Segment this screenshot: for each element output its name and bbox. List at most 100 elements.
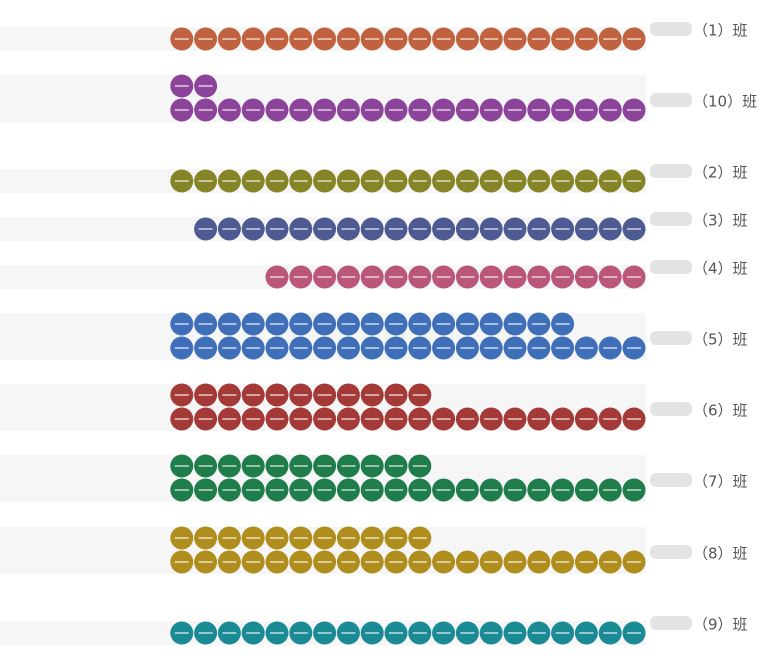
dot-inner-mark	[174, 632, 189, 634]
dot-inner-mark	[174, 180, 189, 182]
dot-inner-mark	[555, 632, 570, 634]
dot-inner-mark	[222, 537, 237, 539]
dot-inner-mark	[436, 323, 451, 325]
redacted-name	[650, 545, 692, 559]
dot-inner-mark	[531, 180, 546, 182]
dot-inner-mark	[174, 537, 189, 539]
dot-inner-mark	[246, 537, 261, 539]
dot-inner-mark	[317, 394, 332, 396]
dot-inner-mark	[222, 347, 237, 349]
dot-inner-mark	[627, 418, 641, 420]
dot-inner-mark	[412, 276, 427, 278]
dot-inner-mark	[436, 228, 451, 230]
dot-inner-mark	[270, 561, 284, 563]
dot-inner-mark	[222, 489, 237, 491]
dot-inner-mark	[555, 418, 570, 420]
dot-inner-mark	[222, 323, 237, 325]
dot-inner-mark	[293, 276, 308, 278]
dot-inner-mark	[198, 109, 213, 111]
dot-inner-mark	[555, 38, 570, 40]
dot-inner-mark	[341, 418, 356, 420]
dot-inner-mark	[579, 38, 594, 40]
dot-inner-mark	[317, 228, 332, 230]
dot-inner-mark	[174, 323, 189, 325]
dot-inner-mark	[389, 489, 403, 491]
dot-inner-mark	[222, 394, 237, 396]
dot-inner-mark	[555, 109, 570, 111]
dot-inner-mark	[460, 632, 475, 634]
dot-inner-mark	[198, 228, 213, 230]
dot-inner-mark	[603, 276, 618, 278]
dot-inner-mark	[365, 38, 380, 40]
dot-inner-mark	[555, 228, 570, 230]
dot-inner-mark	[198, 85, 213, 87]
dot-inner-mark	[627, 489, 641, 491]
dot-inner-mark	[174, 394, 189, 396]
dot-inner-mark	[389, 394, 403, 396]
dot-inner-mark	[436, 418, 451, 420]
dot-inner-mark	[484, 109, 499, 111]
dot-inner-mark	[579, 276, 594, 278]
dot-inner-mark	[365, 489, 380, 491]
row-label: （4）班	[693, 260, 748, 278]
dot-inner-mark	[412, 38, 427, 40]
dot-inner-mark	[389, 38, 403, 40]
dot-inner-mark	[174, 347, 189, 349]
dot-inner-mark	[412, 632, 427, 634]
dot-inner-mark	[365, 537, 380, 539]
dot-inner-mark	[317, 489, 332, 491]
dot-inner-mark	[317, 276, 332, 278]
dot-inner-mark	[555, 561, 570, 563]
dot-inner-mark	[627, 228, 641, 230]
dot-inner-mark	[412, 489, 427, 491]
dot-inner-mark	[365, 465, 380, 467]
dot-inner-mark	[555, 323, 570, 325]
dot-inner-mark	[627, 109, 641, 111]
dot-inner-mark	[270, 418, 284, 420]
dot-inner-mark	[412, 537, 427, 539]
dot-inner-mark	[341, 228, 356, 230]
dot-inner-mark	[365, 394, 380, 396]
dot-inner-mark	[460, 418, 475, 420]
dot-inner-mark	[317, 347, 332, 349]
dot-inner-mark	[436, 561, 451, 563]
dot-inner-mark	[293, 561, 308, 563]
row-label: （10）班	[693, 93, 757, 111]
dot-inner-mark	[293, 489, 308, 491]
dot-inner-mark	[246, 228, 261, 230]
dot-inner-mark	[270, 228, 284, 230]
dot-inner-mark	[484, 489, 499, 491]
dot-inner-mark	[389, 418, 403, 420]
dot-inner-mark	[293, 228, 308, 230]
dot-inner-mark	[198, 537, 213, 539]
dot-inner-mark	[198, 418, 213, 420]
dot-inner-mark	[174, 85, 189, 87]
dot-inner-mark	[246, 347, 261, 349]
dot-inner-mark	[508, 632, 522, 634]
redacted-name	[650, 616, 692, 630]
dot-inner-mark	[270, 38, 284, 40]
dot-inner-mark	[341, 323, 356, 325]
dot-inner-mark	[484, 632, 499, 634]
dot-inner-mark	[603, 489, 618, 491]
dot-inner-mark	[460, 109, 475, 111]
dot-inner-mark	[222, 561, 237, 563]
row-label: （3）班	[693, 212, 748, 230]
dot-inner-mark	[389, 276, 403, 278]
dot-inner-mark	[508, 109, 522, 111]
row-label: （1）班	[693, 22, 748, 40]
dot-inner-mark	[603, 228, 618, 230]
dot-inner-mark	[627, 632, 641, 634]
dot-inner-mark	[484, 323, 499, 325]
dot-inner-mark	[531, 228, 546, 230]
dot-inner-mark	[270, 394, 284, 396]
dot-inner-mark	[317, 323, 332, 325]
dot-inner-mark	[174, 489, 189, 491]
dot-inner-mark	[174, 418, 189, 420]
dot-marks	[170, 27, 646, 645]
dot-inner-mark	[531, 323, 546, 325]
dot-inner-mark	[412, 109, 427, 111]
dot-inner-mark	[270, 276, 284, 278]
dot-inner-mark	[603, 38, 618, 40]
dot-inner-mark	[317, 38, 332, 40]
